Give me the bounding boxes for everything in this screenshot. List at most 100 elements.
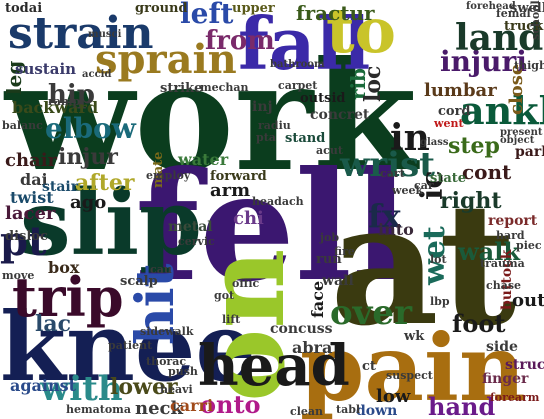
word-neck: neck (135, 398, 183, 419)
word-musci: musci (88, 29, 122, 40)
word-injur: injur (58, 144, 118, 170)
word-strain: strain (8, 8, 154, 59)
word-forward: forward (210, 169, 267, 184)
word-radiu: radiu (258, 119, 291, 132)
word-park: park (515, 144, 544, 160)
word-box: box (48, 258, 80, 277)
word-ankl: ankl (460, 88, 544, 133)
word-knee: knee (0, 292, 256, 403)
word-offic: offic (232, 277, 260, 290)
word-down: down (356, 403, 398, 419)
word-car: car (414, 179, 434, 192)
word-loc: loc (360, 65, 386, 102)
word-lac: lac (35, 311, 72, 337)
word-push: push (168, 365, 198, 378)
word-femal: femal (496, 7, 531, 20)
word-against: against (10, 376, 77, 395)
word-right: right (440, 188, 502, 214)
word-slip: slip (20, 170, 202, 276)
word-cord: cord (438, 104, 471, 119)
word-chair: chair (5, 150, 58, 171)
word-wrist: wrist (340, 145, 435, 185)
word-move: move (2, 269, 35, 282)
word-injuri: injuri (440, 45, 527, 78)
word-forehead: forehead (466, 1, 516, 12)
word-lower: lower (110, 374, 178, 400)
word-into: into (378, 220, 414, 239)
word-sprain: sprain (95, 36, 237, 83)
word-over: over (330, 293, 412, 333)
word-mechan: mechan (200, 81, 249, 94)
word-cau: cau (150, 263, 172, 276)
word-hand: hand (428, 392, 496, 419)
word-object: object (500, 135, 535, 146)
word-sidewalk: sidewalk (140, 325, 194, 338)
word-todai: todai (5, 1, 43, 16)
word-left: left (180, 0, 234, 30)
word-fx: fx (368, 197, 401, 235)
word-acut: acut (316, 144, 343, 157)
word-school: school (529, 0, 542, 40)
word-ground: ground (135, 1, 188, 16)
word-clean: clean (290, 405, 323, 418)
word-cont: cont (462, 160, 512, 184)
word-after: after (75, 170, 135, 196)
word-at: at (330, 165, 517, 363)
word-lacer: lacer (5, 203, 56, 224)
word-thorac: thorac (146, 355, 187, 368)
word-lbp: lbp (430, 295, 450, 308)
word-swell: swell (510, 1, 544, 16)
word-twist: twist (10, 188, 54, 207)
word-carpet: carpet (278, 79, 318, 92)
word-ct: ct (362, 359, 376, 374)
word-land: land (455, 17, 544, 59)
word-out: out (512, 290, 544, 311)
word-upper: upper (232, 1, 275, 16)
word-went: went (434, 117, 464, 130)
word-fell: fell (135, 139, 409, 315)
word-pt: pt (0, 218, 47, 265)
word-ago: ago (70, 192, 107, 213)
word-fall: fall (238, 1, 371, 86)
word-stand: stand (285, 131, 326, 146)
word-work: work (5, 29, 418, 205)
word-patient: patient (108, 339, 153, 352)
word-balanc: balanc (2, 119, 43, 132)
word-bathroom: bathroom (270, 59, 325, 70)
word-water: water (178, 150, 229, 169)
word-report: report (488, 213, 538, 229)
word-headach: headach (252, 195, 304, 208)
word-got: got (214, 289, 235, 302)
word-step: step (448, 133, 500, 159)
word-concret: concret (310, 107, 370, 123)
word-pta: pta (256, 131, 276, 144)
word-accid: accid (82, 69, 112, 80)
word-tabl: tabl (336, 403, 361, 416)
word-side: side (486, 339, 518, 355)
word-lift: lift (222, 313, 241, 326)
word-dai: dai (20, 170, 48, 189)
word-run: run (316, 252, 342, 267)
word-struck: struck (505, 357, 544, 373)
word-low: low (376, 386, 411, 407)
word-fire: fire (334, 245, 355, 258)
word-scalp: scalp (120, 274, 158, 289)
word-wall: wall (322, 273, 354, 289)
word-concuss: concuss (270, 321, 333, 337)
word-cart: cart (380, 167, 405, 180)
word-to: to (326, 0, 396, 67)
word-state: state (430, 171, 467, 186)
word-pain: pain (300, 314, 526, 419)
word-cervic: cervic (178, 235, 215, 248)
word-trip: trip (12, 265, 124, 329)
word-present: present (500, 127, 543, 138)
word-lumbar: lumbar (424, 80, 497, 101)
word-thigh: thigh (514, 59, 544, 72)
word-in: in (390, 117, 430, 159)
word-backward: backward (12, 98, 99, 117)
word-finger: finger (482, 371, 529, 387)
word-head: head (198, 333, 350, 399)
word-ramp: ramp (48, 95, 81, 108)
word-glass: glass (420, 137, 449, 148)
